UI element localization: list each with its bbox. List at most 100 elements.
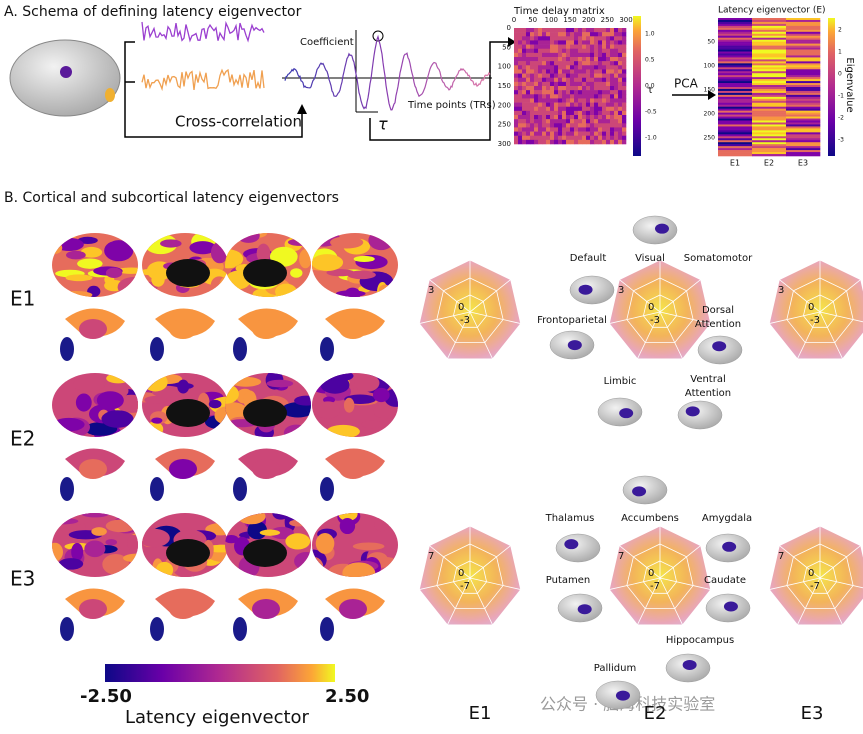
- matrix-cell: [530, 69, 535, 74]
- matrix-cell: [550, 135, 555, 141]
- matrix-cell: [598, 123, 603, 128]
- region-label: Pallidum: [594, 663, 636, 674]
- matrix-cell: [538, 69, 543, 74]
- matrix-cell: [558, 73, 563, 79]
- radar-spoke: [469, 311, 521, 324]
- matrix-cell: [594, 115, 599, 120]
- eigen-cell: [752, 112, 787, 115]
- matrix-cell: [554, 73, 559, 79]
- matrix-cell: [558, 123, 563, 128]
- matrix-cell: [530, 40, 535, 45]
- matrix-cell: [606, 28, 611, 33]
- matrix-cell: [514, 135, 519, 141]
- matrix-cell: [522, 135, 527, 141]
- matrix-cell: [598, 61, 603, 66]
- matrix-cell: [550, 94, 555, 99]
- hippocampus: [150, 477, 164, 501]
- eigen-cell: [752, 69, 787, 72]
- matrix-cell: [530, 110, 535, 116]
- matrix-cell: [622, 131, 627, 137]
- eigen-cell: [718, 41, 753, 44]
- matrix-cell: [574, 127, 579, 132]
- matrix-cell: [514, 32, 519, 37]
- eigen-cell: [786, 29, 821, 33]
- radar-tick: 0: [458, 568, 464, 579]
- matrix-cell: [582, 73, 587, 79]
- eigen-cell: [752, 31, 787, 35]
- eigen-cell: [752, 132, 787, 135]
- matrix-cell: [538, 86, 543, 91]
- matrix-cell: [578, 86, 583, 91]
- cortex-patch: [106, 373, 131, 384]
- eigen-cell: [718, 87, 753, 90]
- matrix-cell: [590, 119, 595, 124]
- eigen-cell: [718, 53, 753, 56]
- eigen-cell: [752, 106, 787, 109]
- cortex-patch: [315, 532, 335, 554]
- matrix-cell: [530, 52, 535, 58]
- radar-grid: [786, 277, 854, 344]
- radar-spoke: [619, 545, 661, 579]
- matrix-cell: [598, 106, 603, 112]
- brain-icon: [9, 39, 121, 117]
- matrix-cell: [602, 98, 607, 103]
- matrix-cell: [574, 90, 579, 95]
- matrix-cell: [570, 77, 575, 83]
- cortex-patch: [52, 542, 64, 562]
- matrix-cell: [606, 48, 611, 54]
- matrix-cell: [578, 48, 583, 54]
- matrix-cell: [570, 52, 575, 58]
- matrix-cell: [574, 36, 579, 41]
- cortex-patch: [155, 561, 174, 577]
- eigen-cell: [786, 138, 821, 141]
- cortex-patch: [65, 274, 93, 282]
- matrix-cell: [518, 131, 523, 137]
- cortex-patch: [151, 417, 163, 424]
- eigen-cell: [752, 59, 787, 62]
- matrix-cell: [526, 110, 531, 116]
- cortex-patch: [205, 523, 228, 536]
- matrix-cell: [558, 65, 563, 70]
- matrix-cell: [610, 131, 615, 137]
- matrix-cell: [590, 90, 595, 95]
- cortex-patch: [372, 387, 390, 403]
- eigen-cell: [752, 94, 787, 98]
- matrix-cell: [526, 40, 531, 45]
- matrix-cell: [562, 52, 567, 58]
- matrix-cell: [554, 123, 559, 128]
- cortex-patch: [52, 417, 85, 432]
- eigen-cell: [718, 126, 753, 129]
- colorbar-label: τ: [647, 85, 653, 96]
- radar-grid: [418, 525, 522, 626]
- matrix-cell: [530, 131, 535, 137]
- eigen-cell: [786, 114, 821, 117]
- colorbar-tick: -3: [838, 137, 844, 144]
- matrix-cell: [518, 115, 523, 120]
- matrix-cell: [558, 40, 563, 45]
- cortex: [52, 513, 138, 641]
- cortex-patch: [72, 377, 106, 392]
- cortex-patch: [347, 270, 376, 280]
- matrix-cell: [578, 131, 583, 137]
- matrix-cell: [558, 115, 563, 120]
- cortex-patch: [354, 374, 380, 392]
- colorbar-max: 2.50: [325, 686, 369, 707]
- matrix-cell: [574, 86, 579, 91]
- matrix-cell: [578, 94, 583, 99]
- column-label: E3: [798, 159, 808, 168]
- matrix-cell: [582, 77, 587, 83]
- eigen-cell: [786, 51, 821, 54]
- panel-title: B. Cortical and subcortical latency eige…: [4, 190, 339, 206]
- matrix-cell: [614, 127, 619, 132]
- matrix-cell: [550, 102, 555, 108]
- matrix-cell: [570, 28, 575, 33]
- matrix-cell: [570, 36, 575, 41]
- matrix-cell: [566, 110, 571, 116]
- matrix-cell: [602, 86, 607, 91]
- subcortex: [252, 599, 280, 619]
- matrix-cell: [622, 106, 627, 112]
- row-label: E3: [10, 567, 35, 591]
- eigen-cell: [752, 55, 787, 58]
- matrix-cell: [566, 44, 571, 50]
- eigen-cell: [786, 154, 821, 157]
